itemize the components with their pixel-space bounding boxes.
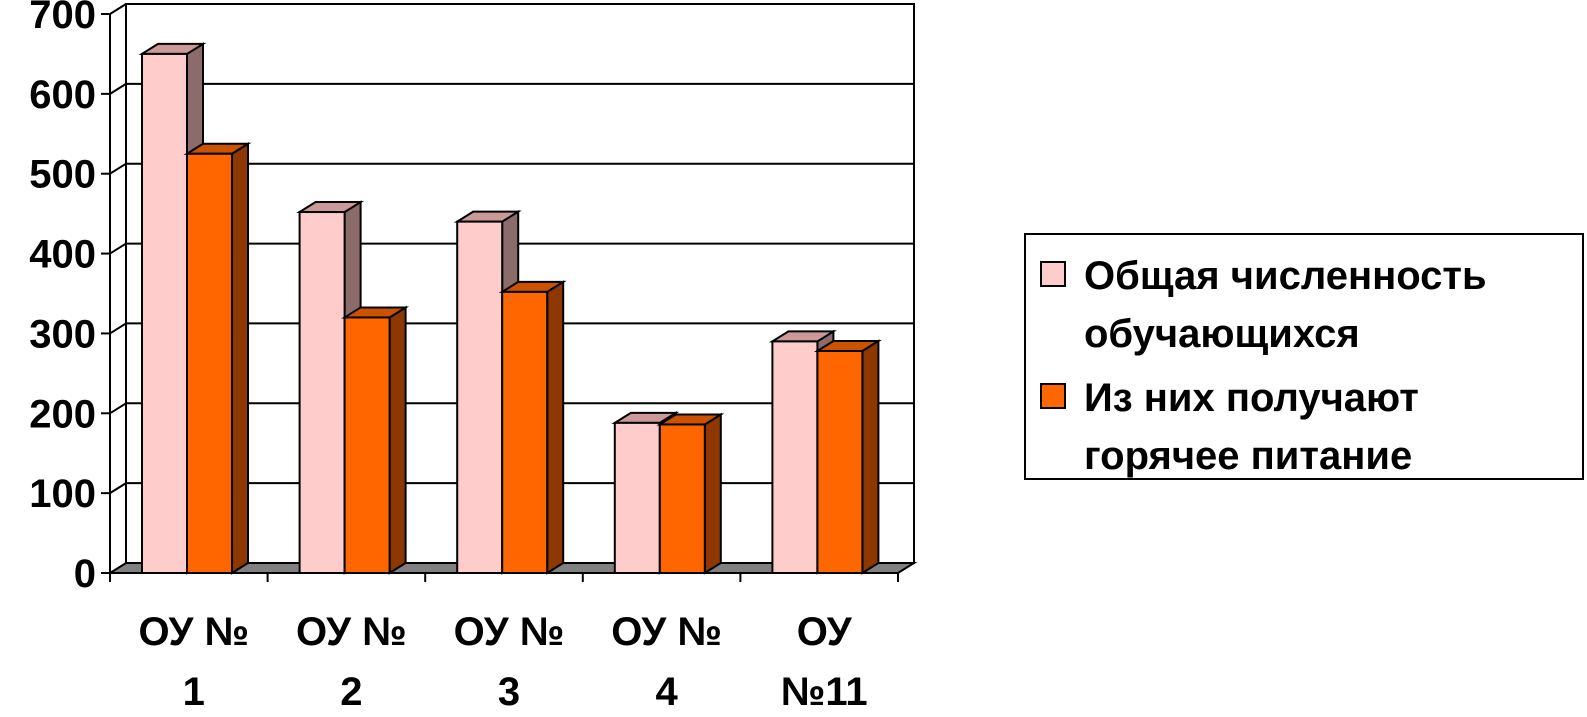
- bar-side: [546, 280, 565, 575]
- y-tick-label: 100: [29, 472, 96, 516]
- legend-label-total-line2: обучающихся: [1084, 312, 1360, 356]
- bar-front: [501, 290, 549, 574]
- bar-side: [388, 305, 407, 575]
- x-category-label: ОУ №: [296, 610, 407, 654]
- bar-front: [771, 340, 819, 574]
- gridline-side: [109, 162, 127, 175]
- x-category-label: ОУ: [797, 610, 853, 654]
- bar-hot-meals: [498, 280, 567, 575]
- x-category-label: №11: [781, 670, 868, 714]
- y-tick-label: 500: [29, 153, 96, 197]
- bar-hot-meals: [656, 412, 725, 575]
- legend-item-hot-meals: Из них получают горячее питание: [1040, 369, 1564, 485]
- bar-front: [298, 211, 346, 574]
- bar-hot-meals: [813, 339, 882, 575]
- bar-hot-meals: [183, 141, 252, 575]
- x-category-label: 1: [183, 670, 205, 714]
- bar-front: [613, 421, 661, 574]
- bar-side: [231, 141, 249, 575]
- x-category-label: ОУ №: [138, 610, 249, 654]
- gridline-side: [109, 482, 127, 494]
- legend: Общая численность обучающихся Из них пол…: [1024, 233, 1584, 480]
- bar-front: [816, 349, 864, 574]
- legend-swatch-hot-meals: [1040, 383, 1066, 409]
- y-tick-label: 600: [29, 73, 96, 117]
- legend-item-total: Общая численность обучающихся: [1040, 247, 1564, 363]
- y-tick-label: 300: [29, 312, 96, 356]
- gridline-side: [109, 242, 127, 255]
- bar-front: [456, 220, 504, 574]
- side-wall: [110, 4, 126, 573]
- x-category-label: 4: [655, 670, 678, 714]
- legend-label-hot-meals-line1: Из них получают: [1084, 376, 1419, 420]
- x-category-label: 2: [340, 670, 362, 714]
- x-category-label: ОУ №: [454, 610, 565, 654]
- gridline-side: [109, 322, 127, 335]
- bars: [138, 42, 882, 575]
- gridline-side: [109, 83, 127, 95]
- bar-hot-meals: [341, 305, 410, 575]
- bar-side: [861, 339, 880, 575]
- bar-front: [658, 423, 706, 575]
- bar-side: [703, 412, 722, 575]
- y-axis: 0 100 200 300 400 500 600 700: [29, 0, 127, 596]
- bar-front: [141, 52, 188, 574]
- x-axis: ОУ № 1 ОУ № 2 ОУ № 3 ОУ № 4 ОУ №11: [109, 572, 899, 714]
- legend-label-hot-meals-line2: горячее питание: [1084, 434, 1413, 478]
- y-tick-label: 0: [74, 552, 96, 596]
- bar-front: [186, 152, 233, 574]
- bar-front: [343, 316, 391, 575]
- y-tick-label: 200: [29, 392, 96, 436]
- gridline-side: [109, 402, 127, 415]
- legend-swatch-total: [1040, 261, 1066, 287]
- y-tick-label: 400: [29, 233, 96, 277]
- x-category-label: ОУ №: [611, 610, 722, 654]
- y-tick-label: 700: [29, 0, 96, 37]
- legend-label-total-line1: Общая численность: [1084, 254, 1487, 298]
- gridline-side: [109, 3, 127, 15]
- x-category-label: 3: [498, 670, 520, 714]
